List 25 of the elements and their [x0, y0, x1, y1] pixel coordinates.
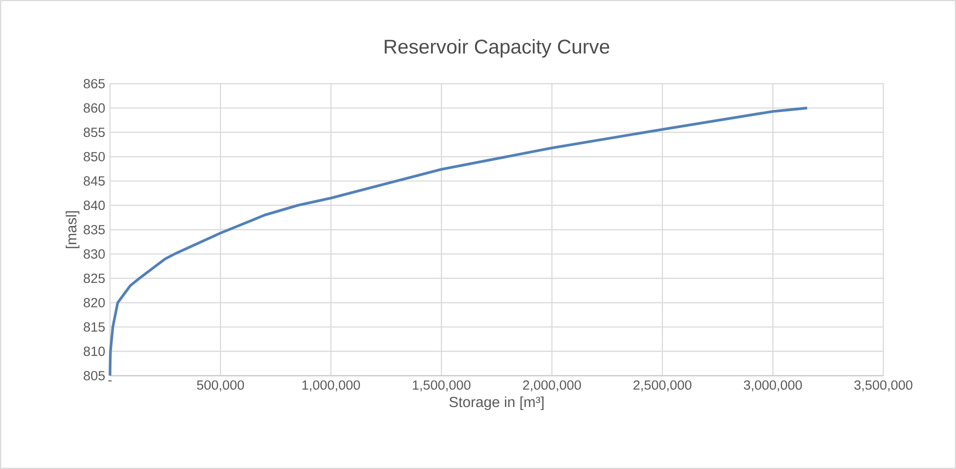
x-tick-label: 1,500,000 — [412, 380, 470, 392]
x-tick-label: 500,000 — [197, 380, 244, 392]
y-tick-label: 835 — [84, 224, 105, 234]
y-tick-label: 865 — [84, 78, 105, 88]
y-tick-label: 820 — [84, 298, 105, 308]
x-tick-label: 3,500,000 — [854, 380, 912, 392]
y-tick-label: 825 — [84, 274, 105, 284]
x-tick-label: - — [108, 380, 112, 382]
y-axis-title: [masl] — [66, 211, 80, 248]
chart-title: Reservoir Capacity Curve — [384, 39, 610, 58]
y-tick-label: 840 — [84, 200, 105, 210]
y-tick-label: 850 — [84, 152, 105, 162]
y-tick-label: 805 — [84, 370, 105, 380]
line-series — [108, 106, 808, 377]
y-tick-label: 810 — [84, 346, 105, 356]
y-tick-label: 815 — [84, 322, 105, 332]
y-tick-label: 855 — [84, 128, 105, 138]
x-tick-label: 2,500,000 — [634, 380, 692, 392]
y-tick-label: 860 — [84, 103, 105, 113]
x-tick-label: 2,000,000 — [523, 380, 581, 392]
x-axis-title: Storage in [m³] — [449, 396, 544, 410]
x-tick-label: 3,000,000 — [744, 380, 802, 392]
x-tick-label: 1,000,000 — [302, 380, 360, 392]
y-tick-label: 830 — [84, 249, 105, 259]
y-tick-label: 845 — [84, 176, 105, 186]
